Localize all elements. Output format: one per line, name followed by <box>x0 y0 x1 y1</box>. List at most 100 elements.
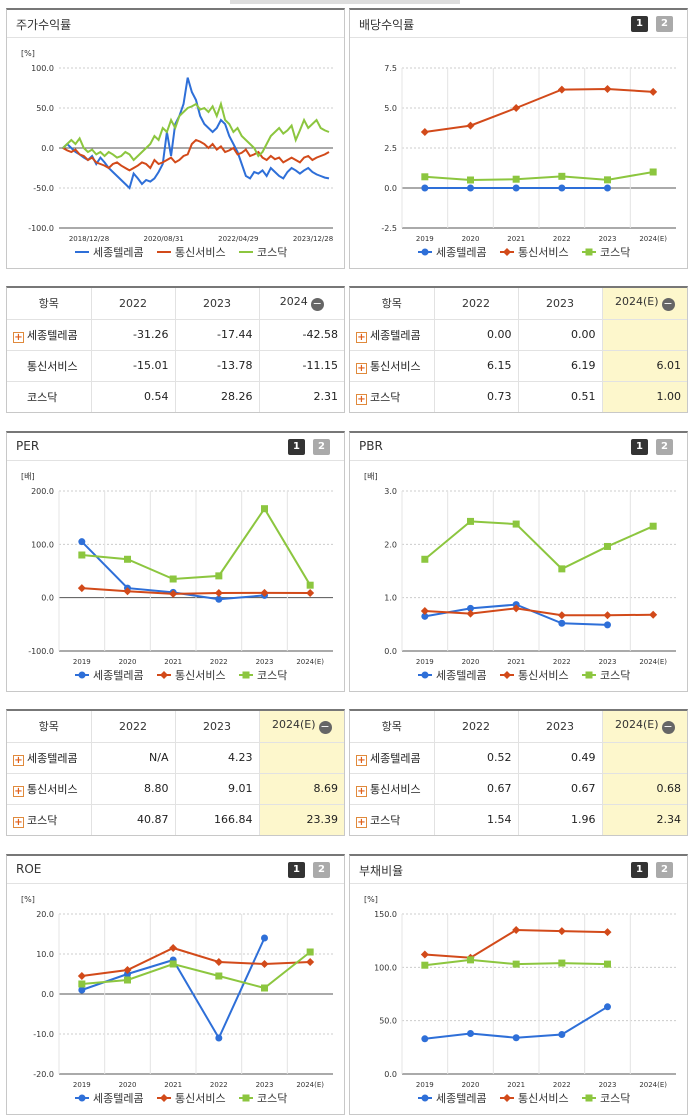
y-tick-label: 3.0 <box>384 487 397 496</box>
per-chart: [배] 200.0 100.0 0.0 -100.0 2019 2020 2021 2022 20… <box>21 472 333 682</box>
series-line-3 <box>81 951 311 990</box>
expand-row-icon[interactable]: + <box>13 331 24 343</box>
chart-legend: 세종텔레콤 통신서비스 코스닥 <box>418 1092 630 1105</box>
collapse-column-icon[interactable]: − <box>661 720 675 735</box>
y-unit-label: [%] <box>21 49 35 58</box>
page-1-button[interactable]: 1 <box>631 862 648 878</box>
data-point <box>77 972 86 980</box>
table-header-cell: 항목 <box>350 288 435 320</box>
x-tick-label: 2023 <box>599 1081 617 1089</box>
legend-marker <box>503 1094 511 1102</box>
table-cell: 0.67 <box>434 773 519 805</box>
x-tick-label: 2020 <box>462 1081 480 1089</box>
data-point <box>123 587 132 596</box>
series-line-2 <box>81 946 311 977</box>
table-header-cell: 항목 <box>350 711 435 743</box>
y-tick-label: 50.0 <box>379 1017 397 1026</box>
x-tick-label: 2020 <box>119 658 137 666</box>
x-tick-label: 2019 <box>416 658 434 666</box>
legend-marker <box>585 248 593 256</box>
table-header-cell: 항목 <box>7 288 92 320</box>
page-2-button[interactable]: 2 <box>313 862 330 878</box>
page-1-button[interactable]: 1 <box>288 862 305 878</box>
page-1-button[interactable]: 1 <box>631 16 648 32</box>
page-2-button[interactable]: 2 <box>656 862 673 878</box>
data-point <box>215 1034 223 1042</box>
stock-return-chart: [%] 100.0 50.0 0.0 -50.0 -100.0 2018/12/28 2020… <box>21 49 333 259</box>
expand-row-icon[interactable]: + <box>356 362 367 374</box>
x-tick-label: 2022 <box>210 1081 228 1089</box>
row-name-label: 코스닥 <box>370 390 401 404</box>
y-tick-label: 0.0 <box>41 594 54 603</box>
table-cell: 6.15 <box>434 350 519 382</box>
series-line-2 <box>62 138 330 172</box>
x-tick-label: 2020/08/31 <box>143 235 183 243</box>
legend-label: 통신서비스 <box>518 246 569 259</box>
table-cell: 2.34 <box>602 804 687 835</box>
table-cell: 9.01 <box>175 773 260 805</box>
table-row: + 코스닥 0.73 0.51 1.00 <box>350 381 687 412</box>
data-point <box>420 128 429 136</box>
expand-row-icon[interactable]: + <box>356 785 367 797</box>
chart-legend: 세종텔레콤 통신서비스 코스닥 <box>418 669 630 682</box>
y-tick-label: 2.5 <box>384 144 397 153</box>
table-header-row: 항목 2022 2023 2024(E) − <box>7 711 344 743</box>
legend-marker <box>585 671 593 679</box>
expand-row-icon[interactable]: + <box>13 754 24 766</box>
x-tick-label: 2021 <box>507 658 525 666</box>
page-1-button[interactable]: 1 <box>288 439 305 455</box>
data-point <box>306 589 315 598</box>
page-2-button[interactable]: 2 <box>656 439 673 455</box>
page-2-button[interactable]: 2 <box>313 439 330 455</box>
x-tick-label: 2019 <box>416 235 434 243</box>
data-point <box>466 609 475 618</box>
data-point <box>421 961 429 969</box>
y-tick-label: 100.0 <box>31 64 54 73</box>
legend-marker <box>421 248 429 256</box>
row-name-cell: + 통신서비스 <box>350 350 435 382</box>
x-tick-label: 2023 <box>256 1081 274 1089</box>
y-tick-label: 100.0 <box>374 963 397 972</box>
table-cell: 1.96 <box>518 804 603 835</box>
series-line-2 <box>81 587 311 595</box>
chart-legend: 세종텔레콤 통신서비스 코스닥 <box>75 669 287 682</box>
data-point <box>558 1031 566 1039</box>
y-unit-label: [%] <box>21 895 35 904</box>
expand-row-icon[interactable]: + <box>13 785 24 797</box>
data-point <box>512 184 520 192</box>
legend-marker <box>503 248 511 256</box>
series-line-3 <box>424 520 654 571</box>
collapse-column-icon[interactable]: − <box>310 297 324 312</box>
data-point <box>649 168 657 176</box>
expand-row-icon[interactable]: + <box>13 816 24 828</box>
legend-label: 코스닥 <box>600 1092 630 1105</box>
legend-marker <box>78 671 86 679</box>
table-row: + 코스닥 1.54 1.96 2.34 <box>350 804 687 835</box>
page-2-button[interactable]: 2 <box>656 16 673 32</box>
expand-row-icon[interactable]: + <box>356 393 367 405</box>
table-cell: 28.26 <box>175 381 260 412</box>
table-cell: 0.52 <box>434 742 519 774</box>
expand-row-icon[interactable]: + <box>356 754 367 766</box>
data-point <box>421 173 429 181</box>
data-point <box>124 555 131 563</box>
data-point <box>512 926 521 934</box>
expand-row-icon[interactable]: + <box>356 816 367 828</box>
data-point <box>261 505 268 513</box>
table-cell: 0.67 <box>518 773 603 805</box>
expand-row-icon[interactable]: + <box>356 331 367 343</box>
data-point <box>169 944 178 952</box>
x-tick-label: 2019 <box>73 1081 91 1089</box>
y-tick-label: 7.5 <box>384 64 397 73</box>
data-point <box>512 520 520 528</box>
collapse-column-icon[interactable]: − <box>661 297 675 312</box>
data-point <box>78 980 86 988</box>
per-table: 항목 2022 2023 2024(E) − + 세종텔레콤 N/A 4.23 + 통신서비스 8.8… <box>6 709 345 836</box>
pbr-table: 항목 2022 2023 2024(E) − + 세종텔레콤 0.52 0.49 + 통신서비스 0.… <box>349 709 688 836</box>
chart-legend: 세종텔레콤 통신서비스 코스닥 <box>75 1092 287 1105</box>
collapse-column-icon[interactable]: − <box>318 720 332 735</box>
table-cell: -13.78 <box>175 350 260 382</box>
legend-label: 세종텔레콤 <box>436 246 487 259</box>
legend-marker <box>242 1094 250 1102</box>
page-1-button[interactable]: 1 <box>631 439 648 455</box>
